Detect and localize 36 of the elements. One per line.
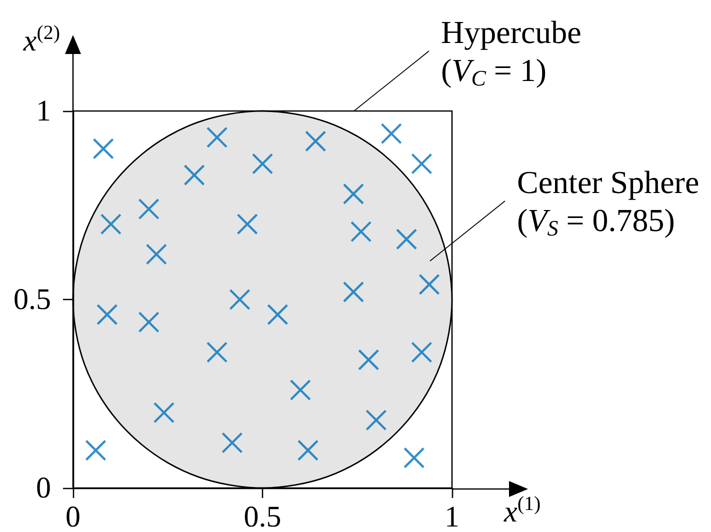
point [297, 440, 319, 461]
point [153, 402, 175, 424]
point [96, 304, 118, 326]
point [138, 198, 160, 220]
point [342, 281, 364, 303]
x-tick-label: 0.5 [244, 500, 282, 532]
point [342, 183, 364, 205]
point [380, 123, 402, 144]
point [229, 288, 250, 310]
point [236, 214, 258, 235]
x-tick-label: 1 [444, 500, 460, 532]
point [146, 244, 167, 265]
point [411, 342, 432, 363]
point [206, 126, 228, 148]
point [366, 410, 387, 431]
point [290, 379, 311, 401]
point [184, 164, 205, 186]
point [222, 432, 243, 454]
point [411, 153, 432, 174]
point [304, 130, 326, 152]
point [206, 342, 228, 363]
point [252, 153, 274, 174]
point [85, 440, 106, 461]
x-tick-label: 0 [66, 500, 80, 532]
point [138, 312, 160, 333]
point [404, 447, 425, 468]
point [92, 138, 114, 160]
point [358, 349, 380, 370]
y-tick-label: 1 [36, 94, 51, 128]
point [418, 274, 440, 296]
y-tick-label: 0 [36, 472, 51, 504]
point [396, 228, 418, 250]
point [267, 304, 288, 326]
point [100, 214, 122, 235]
point [350, 221, 372, 242]
y-tick-label: 0.5 [14, 283, 51, 316]
